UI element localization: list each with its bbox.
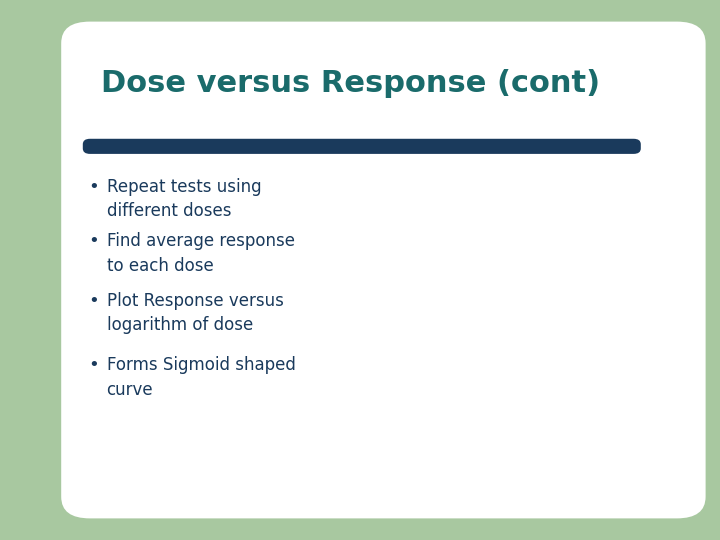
Text: Forms Sigmoid shaped
curve: Forms Sigmoid shaped curve [107, 356, 295, 399]
Text: Dose versus Response (cont): Dose versus Response (cont) [101, 69, 600, 98]
Text: •: • [88, 292, 99, 309]
Text: Plot Response versus
logarithm of dose: Plot Response versus logarithm of dose [107, 292, 284, 334]
Text: •: • [88, 232, 99, 250]
Text: •: • [88, 178, 99, 196]
Y-axis label: Response ( percent ): Response ( percent ) [316, 262, 326, 364]
Text: Repeat tests using
different doses: Repeat tests using different doses [107, 178, 261, 220]
Text: Find average response
to each dose: Find average response to each dose [107, 232, 294, 274]
X-axis label: Logarithm of the Dose: Logarithm of the Dose [446, 436, 562, 446]
Text: •: • [88, 356, 99, 374]
